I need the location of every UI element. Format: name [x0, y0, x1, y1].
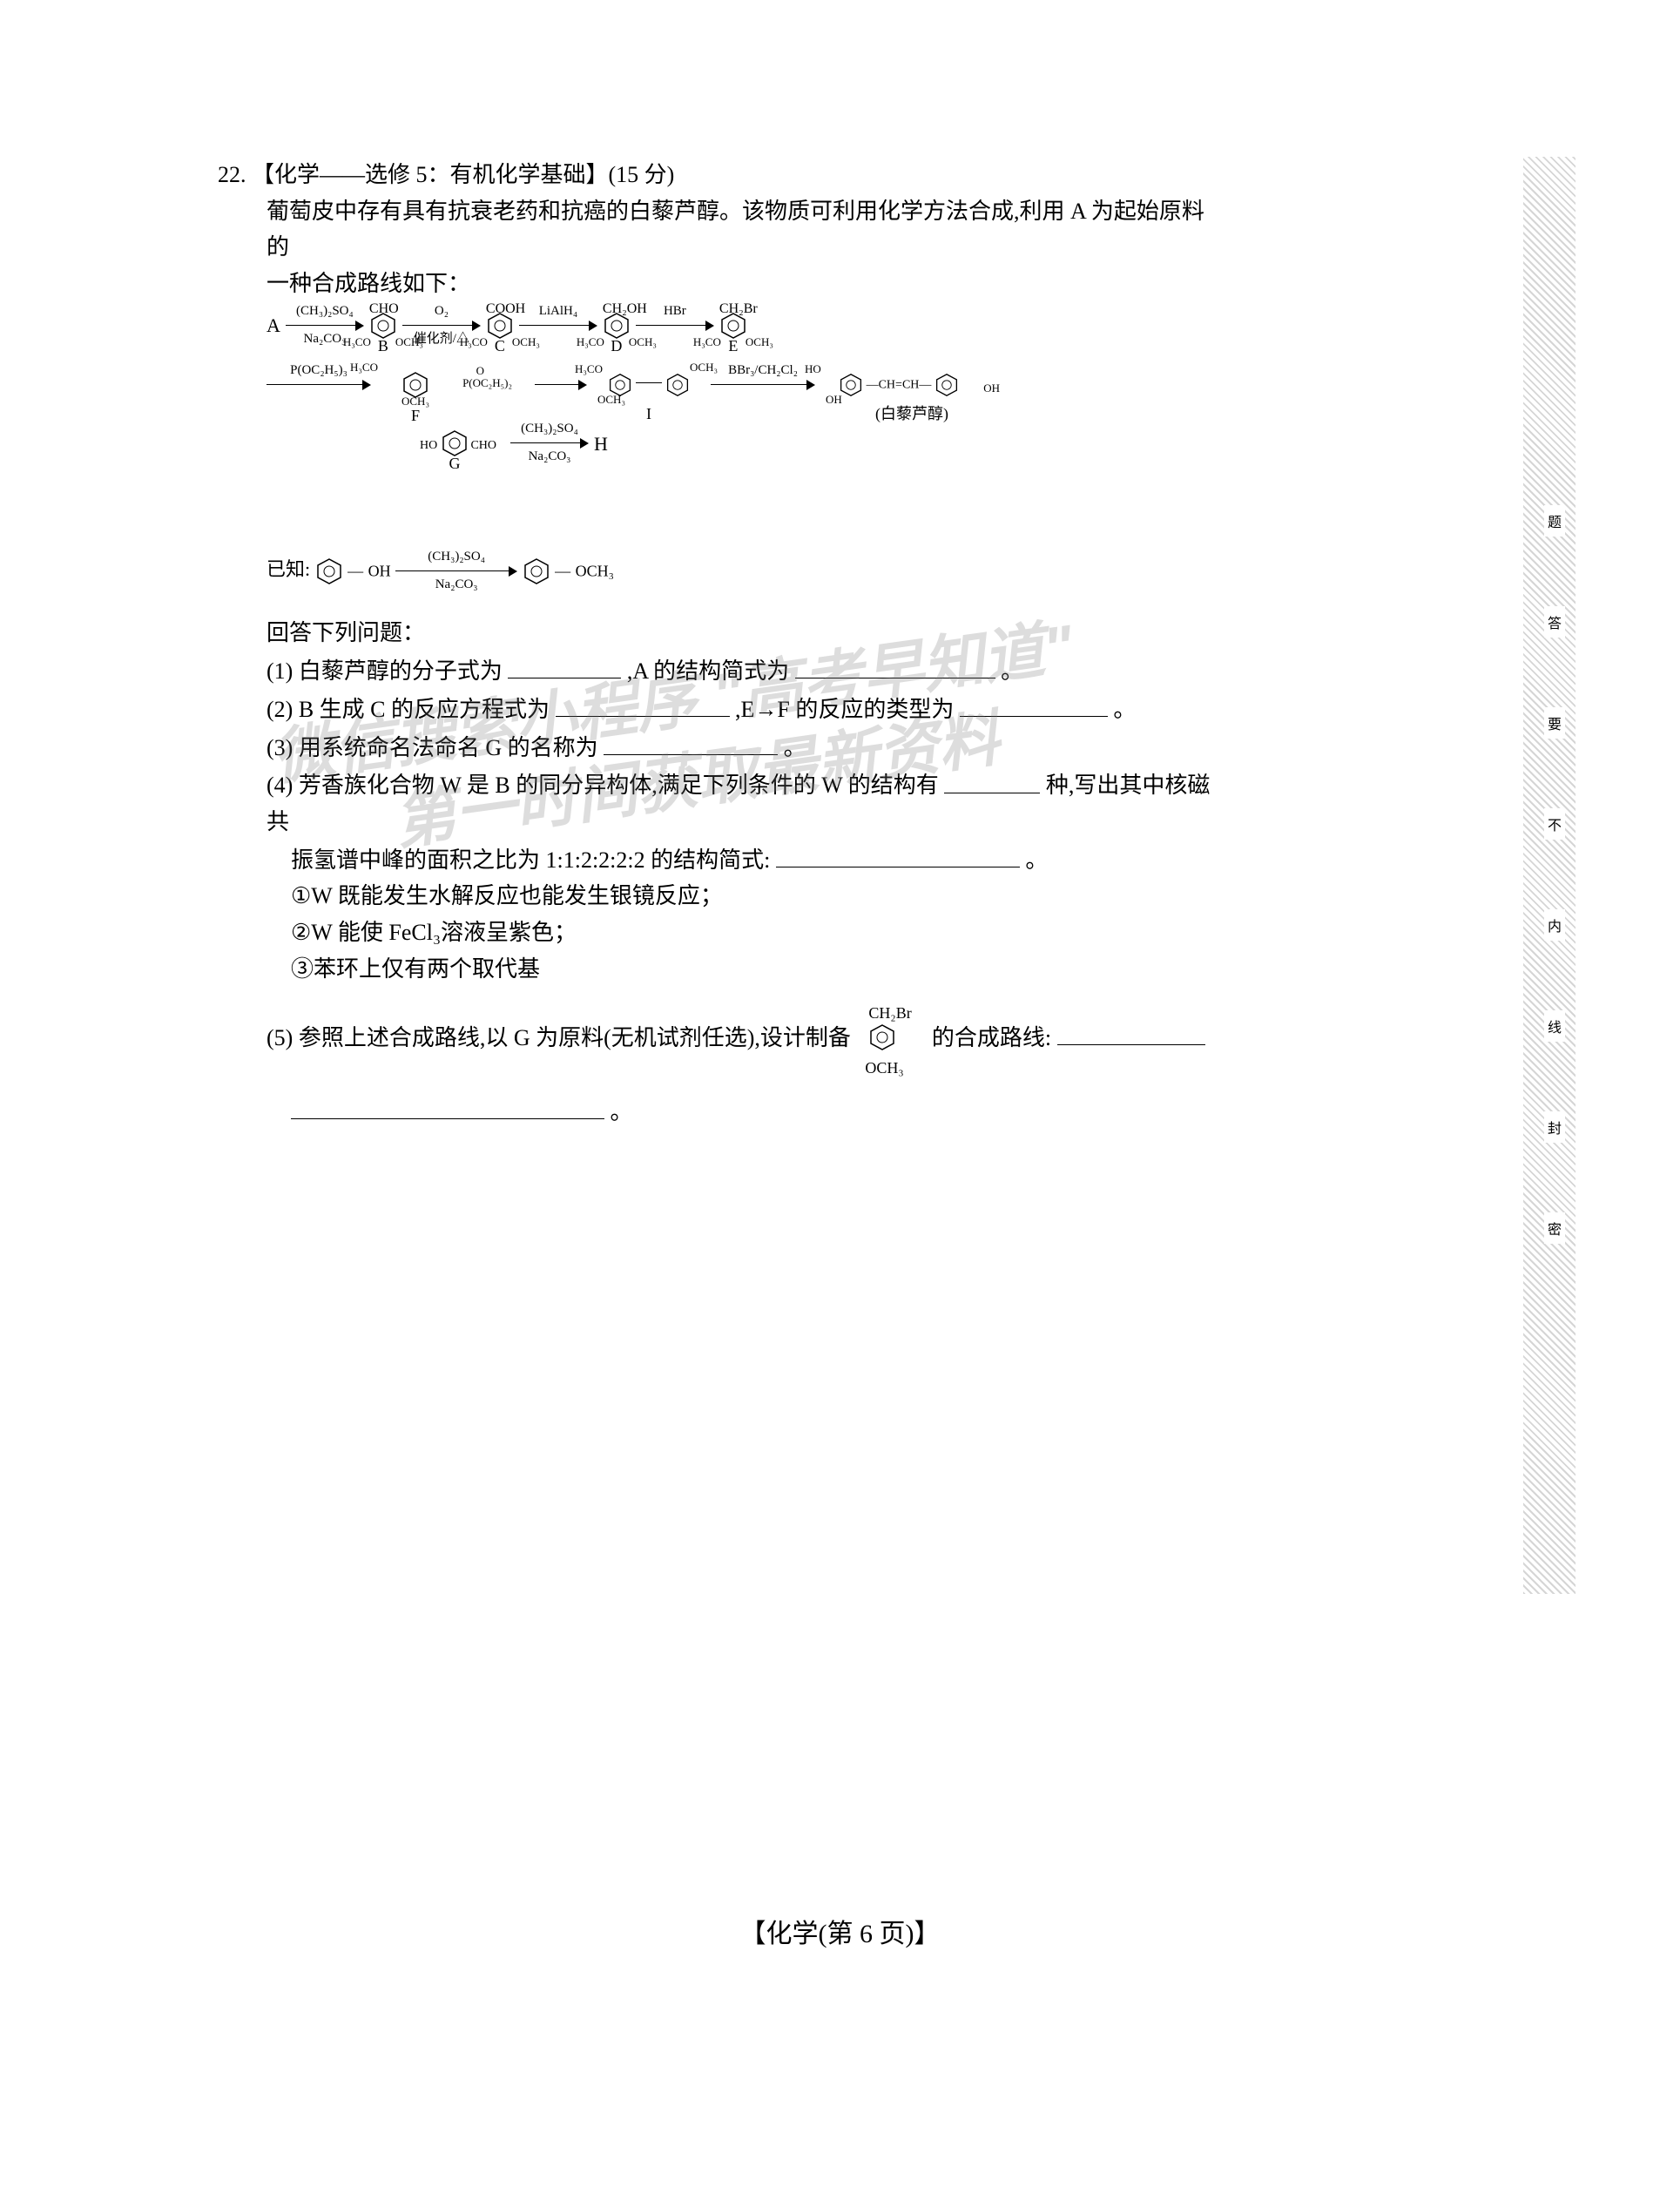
blank-5a — [1057, 1018, 1205, 1045]
blank-4b — [776, 840, 1020, 867]
mol-I: H₃CO OCH₃ OCH₃ I — [592, 373, 705, 397]
question-number: 22. — [218, 162, 246, 187]
mol-F: H₃CO P(OC₂H₅)₂ O OCH₃ F — [376, 371, 455, 399]
seal-line-text: 密 封 线 内 不 要 答 题 — [1544, 505, 1565, 1244]
side-char-6: 要 — [1544, 707, 1565, 739]
target-molecule: CH₂Br OCH₃ — [856, 1014, 908, 1066]
mol-E: CH₂Br H₃CO OCH₃ E — [719, 312, 747, 340]
intro-line-2: 一种合成路线如下： — [218, 266, 1219, 302]
q4-line2: 振氢谱中峰的面积之比为 1:1:2:2:2:2 的结构简式: 。 — [218, 840, 1219, 879]
side-char-3: 线 — [1544, 1010, 1565, 1042]
side-char-2: 封 — [1544, 1111, 1565, 1143]
side-char-1: 密 — [1544, 1212, 1565, 1244]
mol-resveratrol: HO —CH=CH— OH OH (白藜芦醇) — [820, 373, 977, 397]
blank-2a — [556, 690, 730, 717]
arrow-known: (CH₃)₂SO₄ Na₂CO₃ — [395, 558, 517, 584]
known-label: 已知: — [267, 558, 310, 580]
page-footer: 【化学(第 6 页)】 — [0, 1912, 1680, 1950]
mol-A: A — [267, 310, 280, 341]
q1: (1) 白藜芦醇的分子式为 ,A 的结构简式为 。 — [218, 651, 1219, 690]
side-char-4: 内 — [1544, 909, 1565, 941]
mol-D: CH₂OH H₃CO OCH₃ D — [603, 312, 631, 340]
scheme-row-1: A (CH₃)₂SO₄ Na₂CO₃ CHO H₃CO OCH₃ B O₂ 催化… — [267, 310, 1219, 341]
scheme-row-3: HO CHO G (CH₃)₂SO₄ Na₂CO₃ H — [441, 429, 1219, 459]
cond-3: ③苯环上仅有两个取代基 — [218, 951, 1219, 988]
q5-blank2: 。 — [218, 1092, 1219, 1131]
q5: (5) 参照上述合成路线,以 G 为原料(无机试剂任选),设计制备 CH₂Br … — [218, 1013, 1219, 1066]
side-char-8: 题 — [1544, 505, 1565, 537]
side-char-7: 答 — [1544, 606, 1565, 638]
mol-H: H — [594, 429, 608, 459]
arrow-G-H: (CH₃)₂SO₄ Na₂CO₃ — [510, 430, 589, 456]
cond-1: ①W 既能发生水解反应也能发生银镜反应； — [218, 878, 1219, 915]
blank-1b — [795, 651, 995, 678]
arrow-I-prod: BBr₃/CH₂Cl₂ — [711, 372, 815, 398]
cond-2: ②W 能使 FeCl₃溶液呈紫色； — [218, 915, 1219, 951]
mol-G: HO CHO G — [441, 429, 469, 457]
q2: (2) B 生成 C 的反应方程式为 ,E→F 的反应的类型为 。 — [218, 690, 1219, 728]
blank-4a — [944, 766, 1040, 793]
page: 22. 【化学——选修 5：有机化学基础】(15 分) 葡萄皮中存有具有抗衰老药… — [0, 0, 1680, 2194]
question-header: 22. 【化学——选修 5：有机化学基础】(15 分) — [218, 157, 1219, 193]
blank-1a — [508, 651, 621, 678]
blank-3 — [604, 728, 778, 755]
question-title: 【化学——选修 5：有机化学基础】(15 分) — [252, 162, 674, 187]
known-line: 已知: — OH (CH₃)₂SO₄ Na₂CO₃ — OCH₃ — [218, 554, 1219, 606]
reaction-scheme: A (CH₃)₂SO₄ Na₂CO₃ CHO H₃CO OCH₃ B O₂ 催化… — [218, 310, 1219, 545]
q3: (3) 用系统命名法命名 G 的名称为 。 — [218, 728, 1219, 766]
content-area: 22. 【化学——选修 5：有机化学基础】(15 分) 葡萄皮中存有具有抗衰老药… — [218, 157, 1219, 1131]
blank-2b — [960, 690, 1108, 717]
blank-5b — [291, 1092, 604, 1119]
q4-line1: (4) 芳香族化合物 W 是 B 的同分异构体,满足下列条件的 W 的结构有 种… — [218, 766, 1219, 840]
intro-line-1: 葡萄皮中存有具有抗衰老药和抗癌的白藜芦醇。该物质可利用化学方法合成,利用 A 为… — [218, 193, 1219, 266]
scheme-row-2: P(OC₂H₅)₃ H₃CO P(OC₂H₅)₂ O OCH₃ F H₃CO — [267, 371, 1219, 399]
side-char-5: 不 — [1544, 808, 1565, 840]
answers-heading: 回答下列问题： — [218, 615, 1219, 651]
mol-B: CHO H₃CO OCH₃ B — [369, 312, 397, 340]
mol-C: COOH H₃CO OCH₃ C — [486, 312, 514, 340]
